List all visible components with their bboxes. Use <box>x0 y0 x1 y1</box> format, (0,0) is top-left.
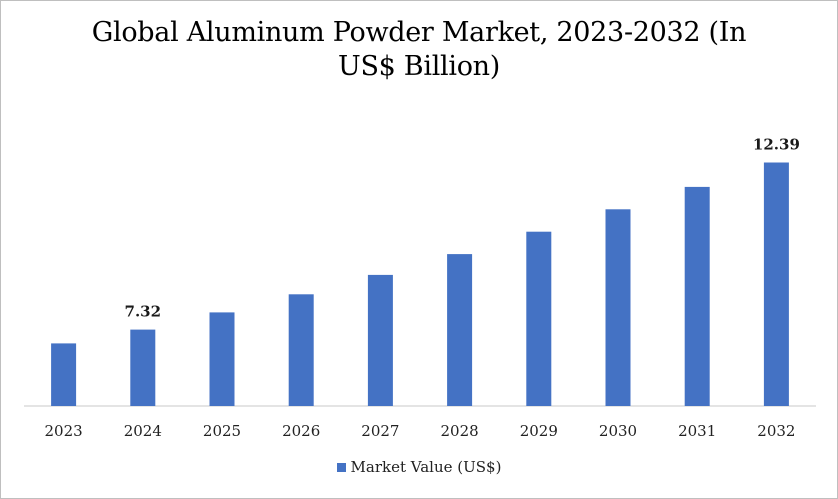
bar-2024 <box>130 329 156 406</box>
bar-2029 <box>526 231 552 406</box>
data-label-2024: 7.32 <box>125 303 162 321</box>
bar-2026 <box>288 294 314 406</box>
bar-2025 <box>209 312 235 406</box>
bars-layer <box>51 162 789 406</box>
x-tick-labels: 2023 2024 2025 2026 2027 2028 2029 2030 2031 2032 <box>45 422 796 440</box>
legend: Market Value (US$) <box>0 458 838 476</box>
x-tick-label-2032: 2032 <box>757 422 795 440</box>
bar-2027 <box>367 274 393 406</box>
legend-label: Market Value (US$) <box>350 458 502 476</box>
x-tick-label-2028: 2028 <box>441 422 479 440</box>
x-tick-label-2025: 2025 <box>203 422 241 440</box>
bar-2028 <box>447 254 473 406</box>
x-tick-label-2030: 2030 <box>599 422 637 440</box>
bar-2031 <box>684 186 710 406</box>
x-tick-label-2027: 2027 <box>361 422 399 440</box>
bar-2032 <box>763 162 789 406</box>
x-tick-label-2031: 2031 <box>678 422 716 440</box>
x-tick-label-2029: 2029 <box>520 422 558 440</box>
data-labels-layer: 7.32 12.39 <box>125 136 800 321</box>
x-tick-label-2026: 2026 <box>282 422 320 440</box>
x-tick-label-2023: 2023 <box>45 422 83 440</box>
bar-2023 <box>51 343 77 406</box>
x-tick-label-2024: 2024 <box>124 422 162 440</box>
legend-swatch <box>336 463 346 472</box>
bar-2030 <box>605 209 631 406</box>
chart-title: Global Aluminum Powder Market, 2023-2032… <box>91 17 747 82</box>
data-label-2032: 12.39 <box>753 136 800 154</box>
